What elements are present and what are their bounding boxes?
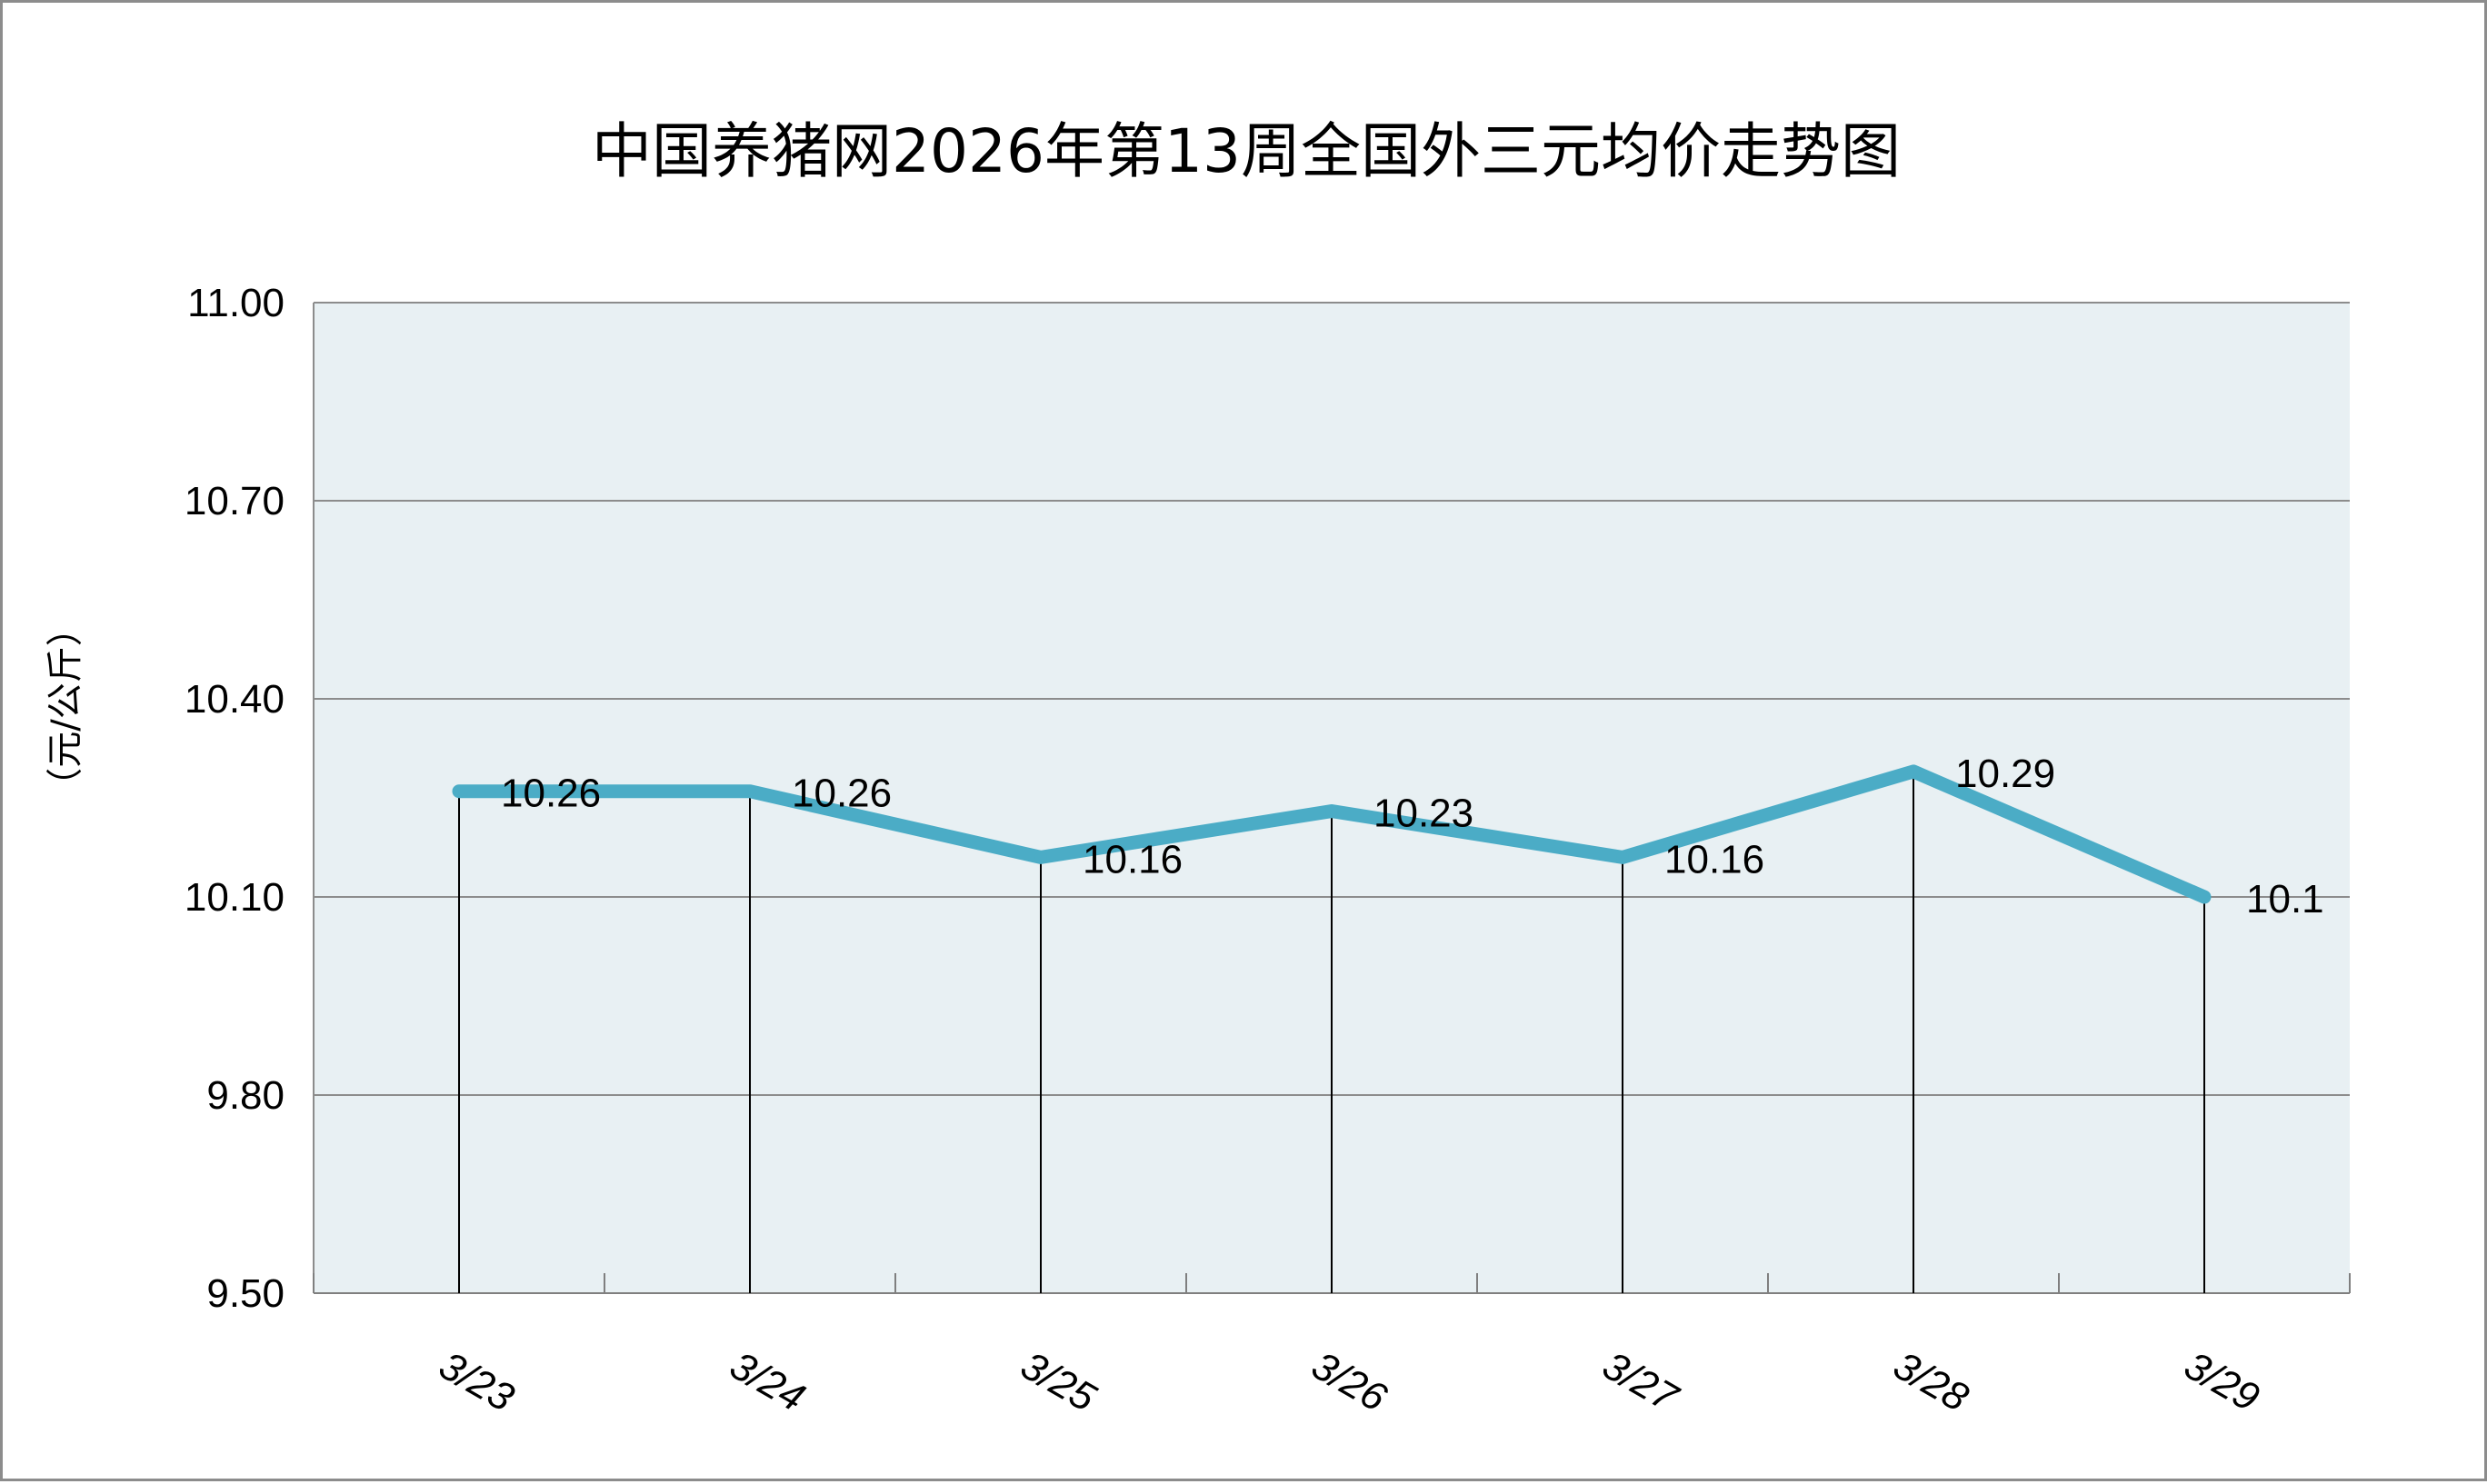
- x-tick-label: 3/23: [432, 1343, 522, 1421]
- x-tick-label: 3/27: [1595, 1343, 1686, 1421]
- y-tick-label: 9.80: [206, 1073, 285, 1118]
- y-axis-label: （元/公斤）: [45, 610, 86, 803]
- x-tick-label: 3/28: [1886, 1343, 1976, 1421]
- y-tick-label: 9.50: [206, 1271, 285, 1316]
- line-chart: 中国养猪网2026年第13周全国外三元均价走势图 （元/公斤） 9.50 9.80…: [45, 116, 2351, 1421]
- x-tick-label: 3/24: [723, 1343, 813, 1420]
- plot-area: 9.50 9.80 10.10 10.40 10.70 11.00 10.26 10.26 10…: [185, 281, 2351, 1421]
- chart-title: 中国养猪网2026年第13周全国外三元均价走势图: [592, 116, 1901, 186]
- data-point: [744, 784, 756, 798]
- data-point: [453, 784, 465, 798]
- data-label: 10.16: [1083, 837, 1183, 881]
- data-point: [1034, 851, 1047, 864]
- y-tick-label: 10.10: [185, 875, 285, 920]
- y-tick-label: 10.40: [185, 677, 285, 722]
- data-point: [1325, 804, 1338, 818]
- data-point: [2198, 891, 2211, 903]
- y-tick-label: 11.00: [187, 281, 285, 325]
- x-tick-label: 3/25: [1014, 1343, 1104, 1421]
- data-label: 10.23: [1373, 792, 1473, 836]
- data-label: 10.26: [501, 772, 601, 816]
- data-label: 10.16: [1664, 837, 1764, 881]
- x-tick-label: 3/29: [2177, 1343, 2267, 1420]
- data-label: 10.26: [792, 772, 892, 816]
- data-point: [1907, 764, 1920, 778]
- y-tick-label: 10.70: [185, 479, 285, 523]
- x-tick-label: 3/26: [1304, 1343, 1394, 1421]
- data-point: [1616, 851, 1629, 864]
- data-label: 10.1: [2246, 877, 2324, 921]
- data-label: 10.29: [1955, 752, 2055, 796]
